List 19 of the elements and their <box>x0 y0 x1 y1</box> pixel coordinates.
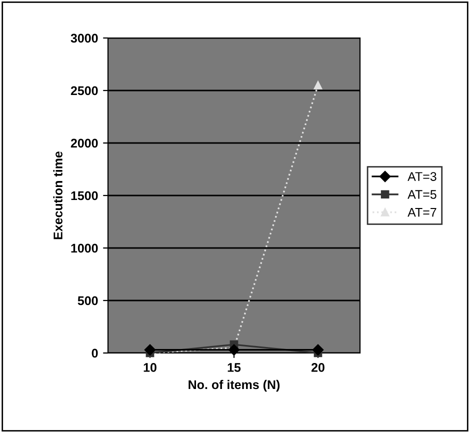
y-tick-label: 2500 <box>70 86 98 96</box>
y-tick-label: 1000 <box>71 244 98 253</box>
y-axis-title: Execution time <box>53 151 62 240</box>
y-tick-label: 3000 <box>70 34 98 43</box>
point <box>144 344 156 356</box>
legend-label: AT=3 <box>408 172 436 181</box>
y-tick-label: 1500 <box>71 191 98 200</box>
x-tick-label: 15 <box>228 363 241 372</box>
x-tick-label: 10 <box>144 363 156 372</box>
y-tick-label: 500 <box>78 296 98 306</box>
x-tick-label: 20 <box>311 363 324 372</box>
point <box>228 344 240 356</box>
x-axis-title: No. of items (N) <box>188 380 280 392</box>
legend-label: AT=7 <box>408 208 436 217</box>
legend-label: AT=5 <box>408 190 436 199</box>
point <box>314 81 322 90</box>
y-tick-label: 0 <box>92 348 98 358</box>
point <box>312 344 324 356</box>
y-tick-label: 2000 <box>70 138 98 148</box>
